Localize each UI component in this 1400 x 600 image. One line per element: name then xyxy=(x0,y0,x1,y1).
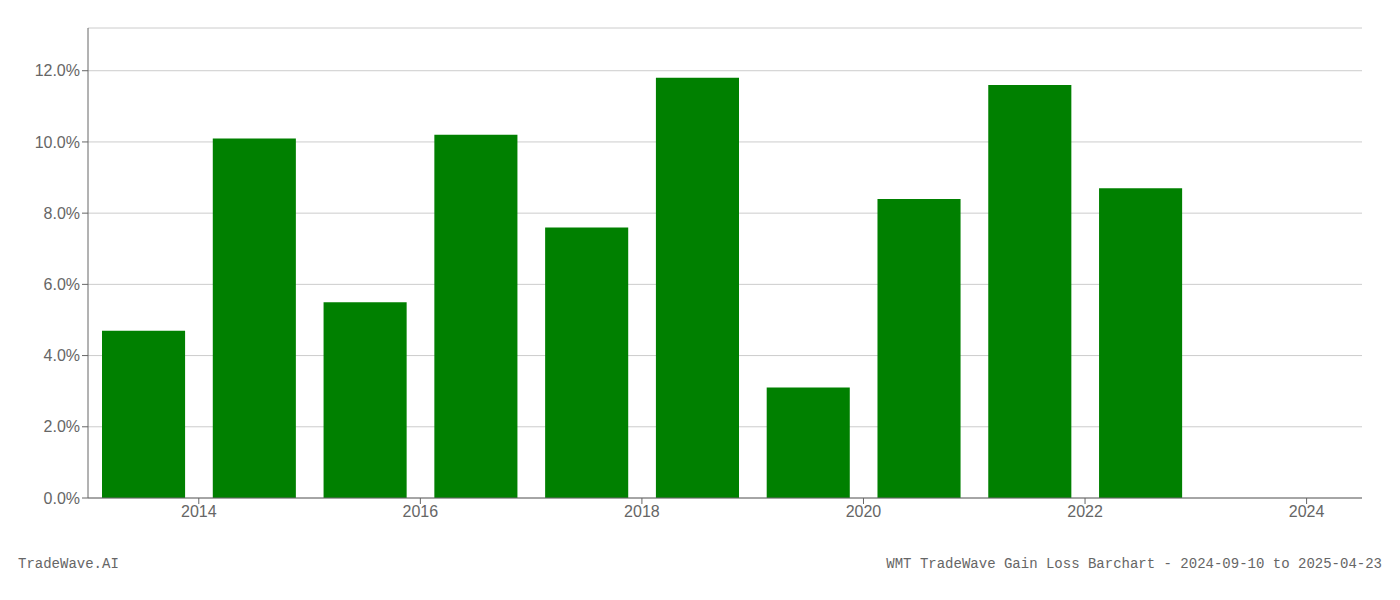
svg-text:2016: 2016 xyxy=(403,503,439,520)
svg-text:2014: 2014 xyxy=(181,503,217,520)
svg-text:2024: 2024 xyxy=(1289,503,1325,520)
svg-text:4.0%: 4.0% xyxy=(44,347,80,364)
svg-text:8.0%: 8.0% xyxy=(44,205,80,222)
svg-text:0.0%: 0.0% xyxy=(44,490,80,507)
html-text:TradeWave.AI: TradeWave.AI xyxy=(18,556,119,572)
svg-text:12.0%: 12.0% xyxy=(35,62,80,79)
svg-text:2022: 2022 xyxy=(1067,503,1103,520)
svg-text:10.0%: 10.0% xyxy=(35,134,80,151)
svg-text:6.0%: 6.0% xyxy=(44,276,80,293)
svg-text:2020: 2020 xyxy=(846,503,882,520)
svg-text:2018: 2018 xyxy=(624,503,660,520)
html-text:WMT TradeWave Gain Loss Barcha: WMT TradeWave Gain Loss Barchart - 2024-… xyxy=(886,556,1382,572)
svg-text:2.0%: 2.0% xyxy=(44,418,80,435)
